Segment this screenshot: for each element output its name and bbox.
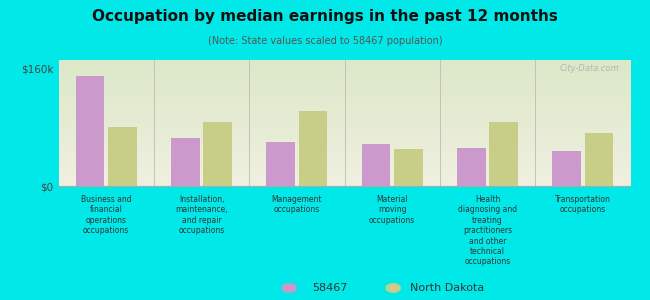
Bar (203, 122, 232, 186)
Bar (299, 111, 328, 186)
Text: Health
diagnosing and
treating
practitioners
and other
technical
occupations: Health diagnosing and treating practitio… (458, 195, 517, 266)
Text: North Dakota: North Dakota (410, 283, 484, 293)
Bar (171, 138, 200, 186)
Bar (266, 142, 295, 186)
Bar (75, 76, 104, 186)
Text: (Note: State values scaled to 58467 population): (Note: State values scaled to 58467 popu… (208, 36, 442, 46)
Bar (457, 148, 486, 186)
Bar (361, 143, 390, 186)
Text: Transportation
occupations: Transportation occupations (555, 195, 611, 214)
Text: Management
occupations: Management occupations (272, 195, 322, 214)
Text: 58467: 58467 (312, 283, 347, 293)
Text: City-Data.com: City-Data.com (559, 64, 619, 73)
Bar (394, 149, 422, 186)
Text: Occupation by median earnings in the past 12 months: Occupation by median earnings in the pas… (92, 9, 558, 24)
Text: Business and
financial
operations
occupations: Business and financial operations occupa… (81, 195, 131, 235)
Bar (585, 133, 614, 186)
Text: Material
moving
occupations: Material moving occupations (369, 195, 415, 225)
Bar (552, 151, 581, 186)
Text: Installation,
maintenance,
and repair
occupations: Installation, maintenance, and repair oc… (176, 195, 227, 235)
Bar (108, 128, 136, 186)
Bar (489, 122, 518, 186)
